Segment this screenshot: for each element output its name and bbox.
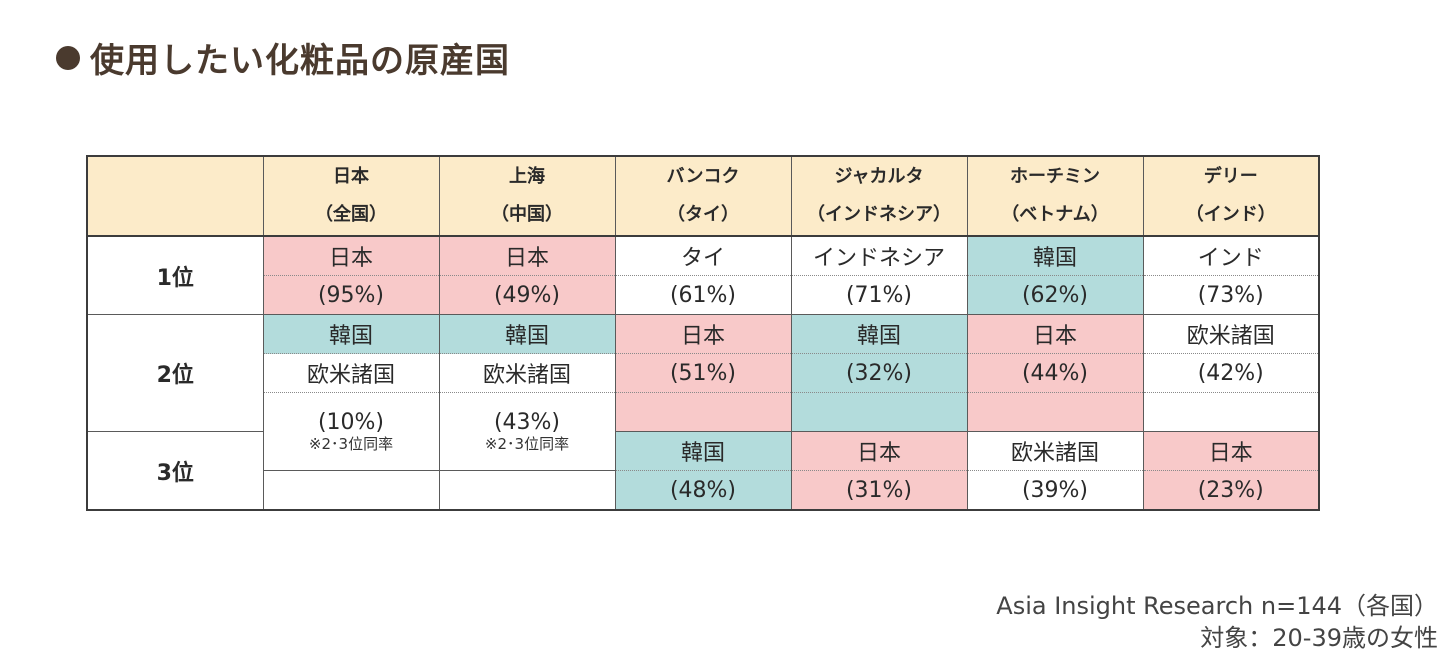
country-cell: 欧米諸国: [1142, 314, 1320, 354]
table-row: 3位 韓国 日本 欧米諸国 日本: [86, 431, 1320, 510]
rank-label: 3位: [86, 431, 264, 510]
country-cell: 日本: [438, 236, 616, 276]
percent-cell: (49%): [438, 275, 616, 315]
country-cell: 韓国: [438, 314, 616, 354]
country-cell: 韓国: [614, 431, 792, 471]
percent-cell: (62%): [966, 275, 1144, 315]
source-line: Asia Insight Research n=144（各国）: [996, 592, 1438, 620]
header-country: （全国）: [315, 204, 387, 225]
country-cell: 欧米諸国: [438, 353, 616, 393]
country-cell: 日本: [262, 236, 440, 276]
header-country: （中国）: [491, 204, 563, 225]
percent-cell: (23%): [1142, 470, 1320, 510]
percent-text: (10%): [317, 410, 385, 436]
shared-rank-cell: (43%) ※2･3位同率: [438, 392, 616, 471]
header-country: （インド）: [1185, 204, 1276, 225]
shared-rank-cell: (10%) ※2･3位同率: [262, 392, 440, 471]
table-row: 2位 韓国 韓国 日本 韓国 日本 欧米諸国: [86, 314, 1320, 432]
header-corner: [86, 156, 264, 237]
empty-cell: [1142, 392, 1320, 432]
ranking-table: 日本 （全国） 上海 （中国） バンコク （タイ） ジャカルタ （インドネシア） ホーチ…: [86, 155, 1320, 511]
country-cell: 日本: [966, 314, 1144, 354]
percent-cell: (95%): [262, 275, 440, 315]
country-cell: 日本: [614, 314, 792, 354]
header-row: 日本 （全国） 上海 （中国） バンコク （タイ） ジャカルタ （インドネシア） ホーチ…: [86, 156, 1320, 237]
empty-cell: [262, 470, 440, 510]
empty-cell: [966, 392, 1144, 432]
percent-cell: (39%): [966, 470, 1144, 510]
percent-cell: (48%): [614, 470, 792, 510]
table-row: (48%) (31%) (39%) (23%): [87, 470, 1320, 510]
country-cell: 欧米諸国: [262, 353, 440, 393]
header-city: 日本: [333, 166, 369, 187]
header-country: （ベトナム）: [1001, 204, 1109, 225]
percent-cell: (73%): [1142, 275, 1320, 315]
target-line: 対象：20-39歳の女性: [1200, 624, 1438, 652]
source-note: Asia Insight Research n=144（各国） 対象：20-39…: [996, 590, 1438, 654]
header-country: （タイ）: [667, 204, 739, 225]
country-cell: 韓国: [790, 314, 968, 354]
country-cell: 日本: [1142, 431, 1320, 471]
rank-label: 1位: [86, 236, 264, 315]
header-cell: デリー （インド）: [1142, 156, 1320, 237]
header-city: デリー: [1203, 166, 1258, 187]
table-row: 1位 日本 日本 タイ インドネシア 韓国 インド: [86, 236, 1320, 315]
percent-cell: (32%): [790, 353, 968, 393]
title-text: 使用したい化粧品の原産国: [90, 40, 510, 81]
table-row: (10%) ※2･3位同率 (43%) ※2･3位同率: [87, 392, 1320, 471]
country-cell: インド: [1142, 236, 1320, 276]
header-country: （インドネシア）: [807, 204, 951, 225]
country-cell: 韓国: [262, 314, 440, 354]
country-cell: タイ: [614, 236, 792, 276]
header-cell: ホーチミン （ベトナム）: [966, 156, 1144, 237]
header-cell: 日本 （全国）: [262, 156, 440, 237]
header-city: ジャカルタ: [834, 166, 924, 187]
percent-cell: (51%): [614, 353, 792, 393]
header-city: 上海: [509, 166, 545, 187]
percent-cell: (31%): [790, 470, 968, 510]
rank-label: 2位: [86, 314, 264, 432]
table-row: 欧米諸国 欧米諸国 (51%) (32%) (44%) (42%): [87, 353, 1320, 393]
bullet-icon: [56, 46, 80, 70]
header-cell: バンコク （タイ）: [614, 156, 792, 237]
empty-cell: [438, 470, 616, 510]
header-city: ホーチミン: [1010, 166, 1100, 187]
empty-cell: [614, 392, 792, 432]
page-title: 使用したい化粧品の原産国: [56, 32, 510, 82]
header-city: バンコク: [666, 166, 740, 187]
country-cell: 日本: [790, 431, 968, 471]
percent-cell: (42%): [1142, 353, 1320, 393]
percent-text: (43%): [493, 410, 561, 436]
country-cell: インドネシア: [790, 236, 968, 276]
header-cell: ジャカルタ （インドネシア）: [790, 156, 968, 237]
table-row: (95%) (49%) (61%) (71%) (62%) (73%): [87, 275, 1320, 315]
header-cell: 上海 （中国）: [438, 156, 616, 237]
percent-cell: (71%): [790, 275, 968, 315]
percent-cell: (44%): [966, 353, 1144, 393]
percent-cell: (61%): [614, 275, 792, 315]
tie-note: ※2･3位同率: [484, 434, 570, 453]
country-cell: 欧米諸国: [966, 431, 1144, 471]
tie-note: ※2･3位同率: [308, 434, 394, 453]
country-cell: 韓国: [966, 236, 1144, 276]
empty-cell: [790, 392, 968, 432]
